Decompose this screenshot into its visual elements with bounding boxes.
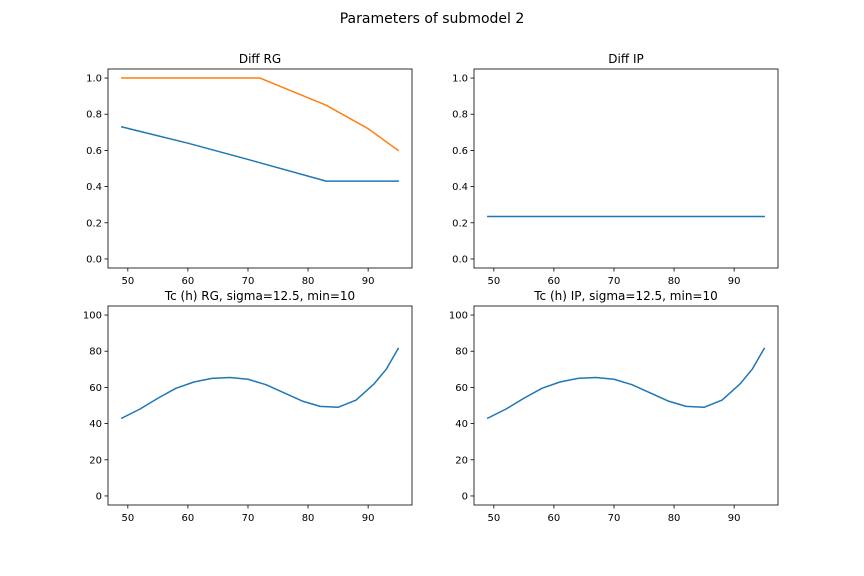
- x-tick-label: 70: [242, 513, 255, 524]
- x-tick-label: 60: [548, 513, 561, 524]
- axes-frame: [107, 305, 413, 506]
- x-tick-label: 80: [668, 276, 681, 287]
- x-tick-label: 50: [487, 276, 500, 287]
- x-tick-label: 90: [362, 513, 375, 524]
- y-tick-label: 0.0: [86, 254, 102, 265]
- panel-diff-ip: Diff IP 50 60 70 80 90 0.0 0.2 0.4 0.6 0.8 1.0: [452, 52, 779, 287]
- figure-suptitle: Parameters of submodel 2: [340, 11, 525, 27]
- axes-frame: [473, 68, 779, 269]
- y-tick-label: 80: [89, 347, 102, 358]
- x-tick-label: 60: [182, 513, 195, 524]
- y-tick-label: 1.0: [452, 74, 468, 85]
- y-tick-label: 60: [89, 383, 102, 394]
- y-tick-label: 0: [462, 491, 468, 502]
- y-tick-label: 100: [449, 311, 468, 322]
- x-tick-label: 80: [302, 513, 315, 524]
- y-tick-label: 0.2: [452, 218, 468, 229]
- axes-frame: [107, 68, 413, 269]
- panel-tc-rg: Tc (h) RG, sigma=12.5, min=10 50 60 70 80 90 0…: [83, 289, 413, 524]
- y-tick-label: 0.0: [452, 254, 468, 265]
- x-tick-label: 70: [608, 513, 621, 524]
- x-tick-label: 80: [302, 276, 315, 287]
- y-tick-label: 1.0: [86, 74, 102, 85]
- y-tick-label: 0.8: [452, 110, 468, 121]
- y-tick-label: 0.4: [452, 182, 468, 193]
- x-tick-label: 90: [362, 276, 375, 287]
- panel-diff-rg: Diff RG 50 60 70 80 90 0.0 0.2 0.4 0.6 0.8 1.0: [86, 52, 413, 287]
- panel-title: Diff RG: [239, 52, 281, 66]
- panel-title: Tc (h) IP, sigma=12.5, min=10: [533, 289, 718, 303]
- panel-title: Tc (h) RG, sigma=12.5, min=10: [164, 289, 355, 303]
- y-tick-label: 0.8: [86, 110, 102, 121]
- series-line-1: [121, 77, 400, 152]
- axes-frame: [473, 305, 779, 506]
- x-tick-label: 50: [487, 513, 500, 524]
- x-tick-label: 80: [668, 513, 681, 524]
- y-tick-label: 0.6: [86, 146, 102, 157]
- y-tick-label: 0.2: [86, 218, 102, 229]
- x-tick-label: 60: [182, 276, 195, 287]
- y-tick-label: 20: [455, 455, 468, 466]
- x-tick-label: 90: [728, 513, 741, 524]
- x-tick-label: 50: [121, 513, 134, 524]
- series-line-0: [120, 347, 400, 420]
- panel-title: Diff IP: [608, 52, 643, 66]
- series-line-0: [486, 347, 766, 420]
- y-tick-label: 0.6: [452, 146, 468, 157]
- x-tick-label: 90: [728, 276, 741, 287]
- x-tick-label: 60: [548, 276, 561, 287]
- x-tick-label: 70: [608, 276, 621, 287]
- y-tick-label: 20: [89, 455, 102, 466]
- y-tick-label: 80: [455, 347, 468, 358]
- y-tick-label: 100: [83, 311, 102, 322]
- y-tick-label: 40: [455, 419, 468, 430]
- y-tick-label: 60: [455, 383, 468, 394]
- x-tick-label: 50: [121, 276, 134, 287]
- series-line-0: [120, 125, 399, 182]
- y-tick-label: 0.4: [86, 182, 102, 193]
- x-tick-label: 70: [242, 276, 255, 287]
- panel-tc-ip: Tc (h) IP, sigma=12.5, min=10 50 60 70 80 90 0…: [449, 289, 779, 524]
- y-tick-label: 40: [89, 419, 102, 430]
- y-tick-label: 0: [96, 491, 102, 502]
